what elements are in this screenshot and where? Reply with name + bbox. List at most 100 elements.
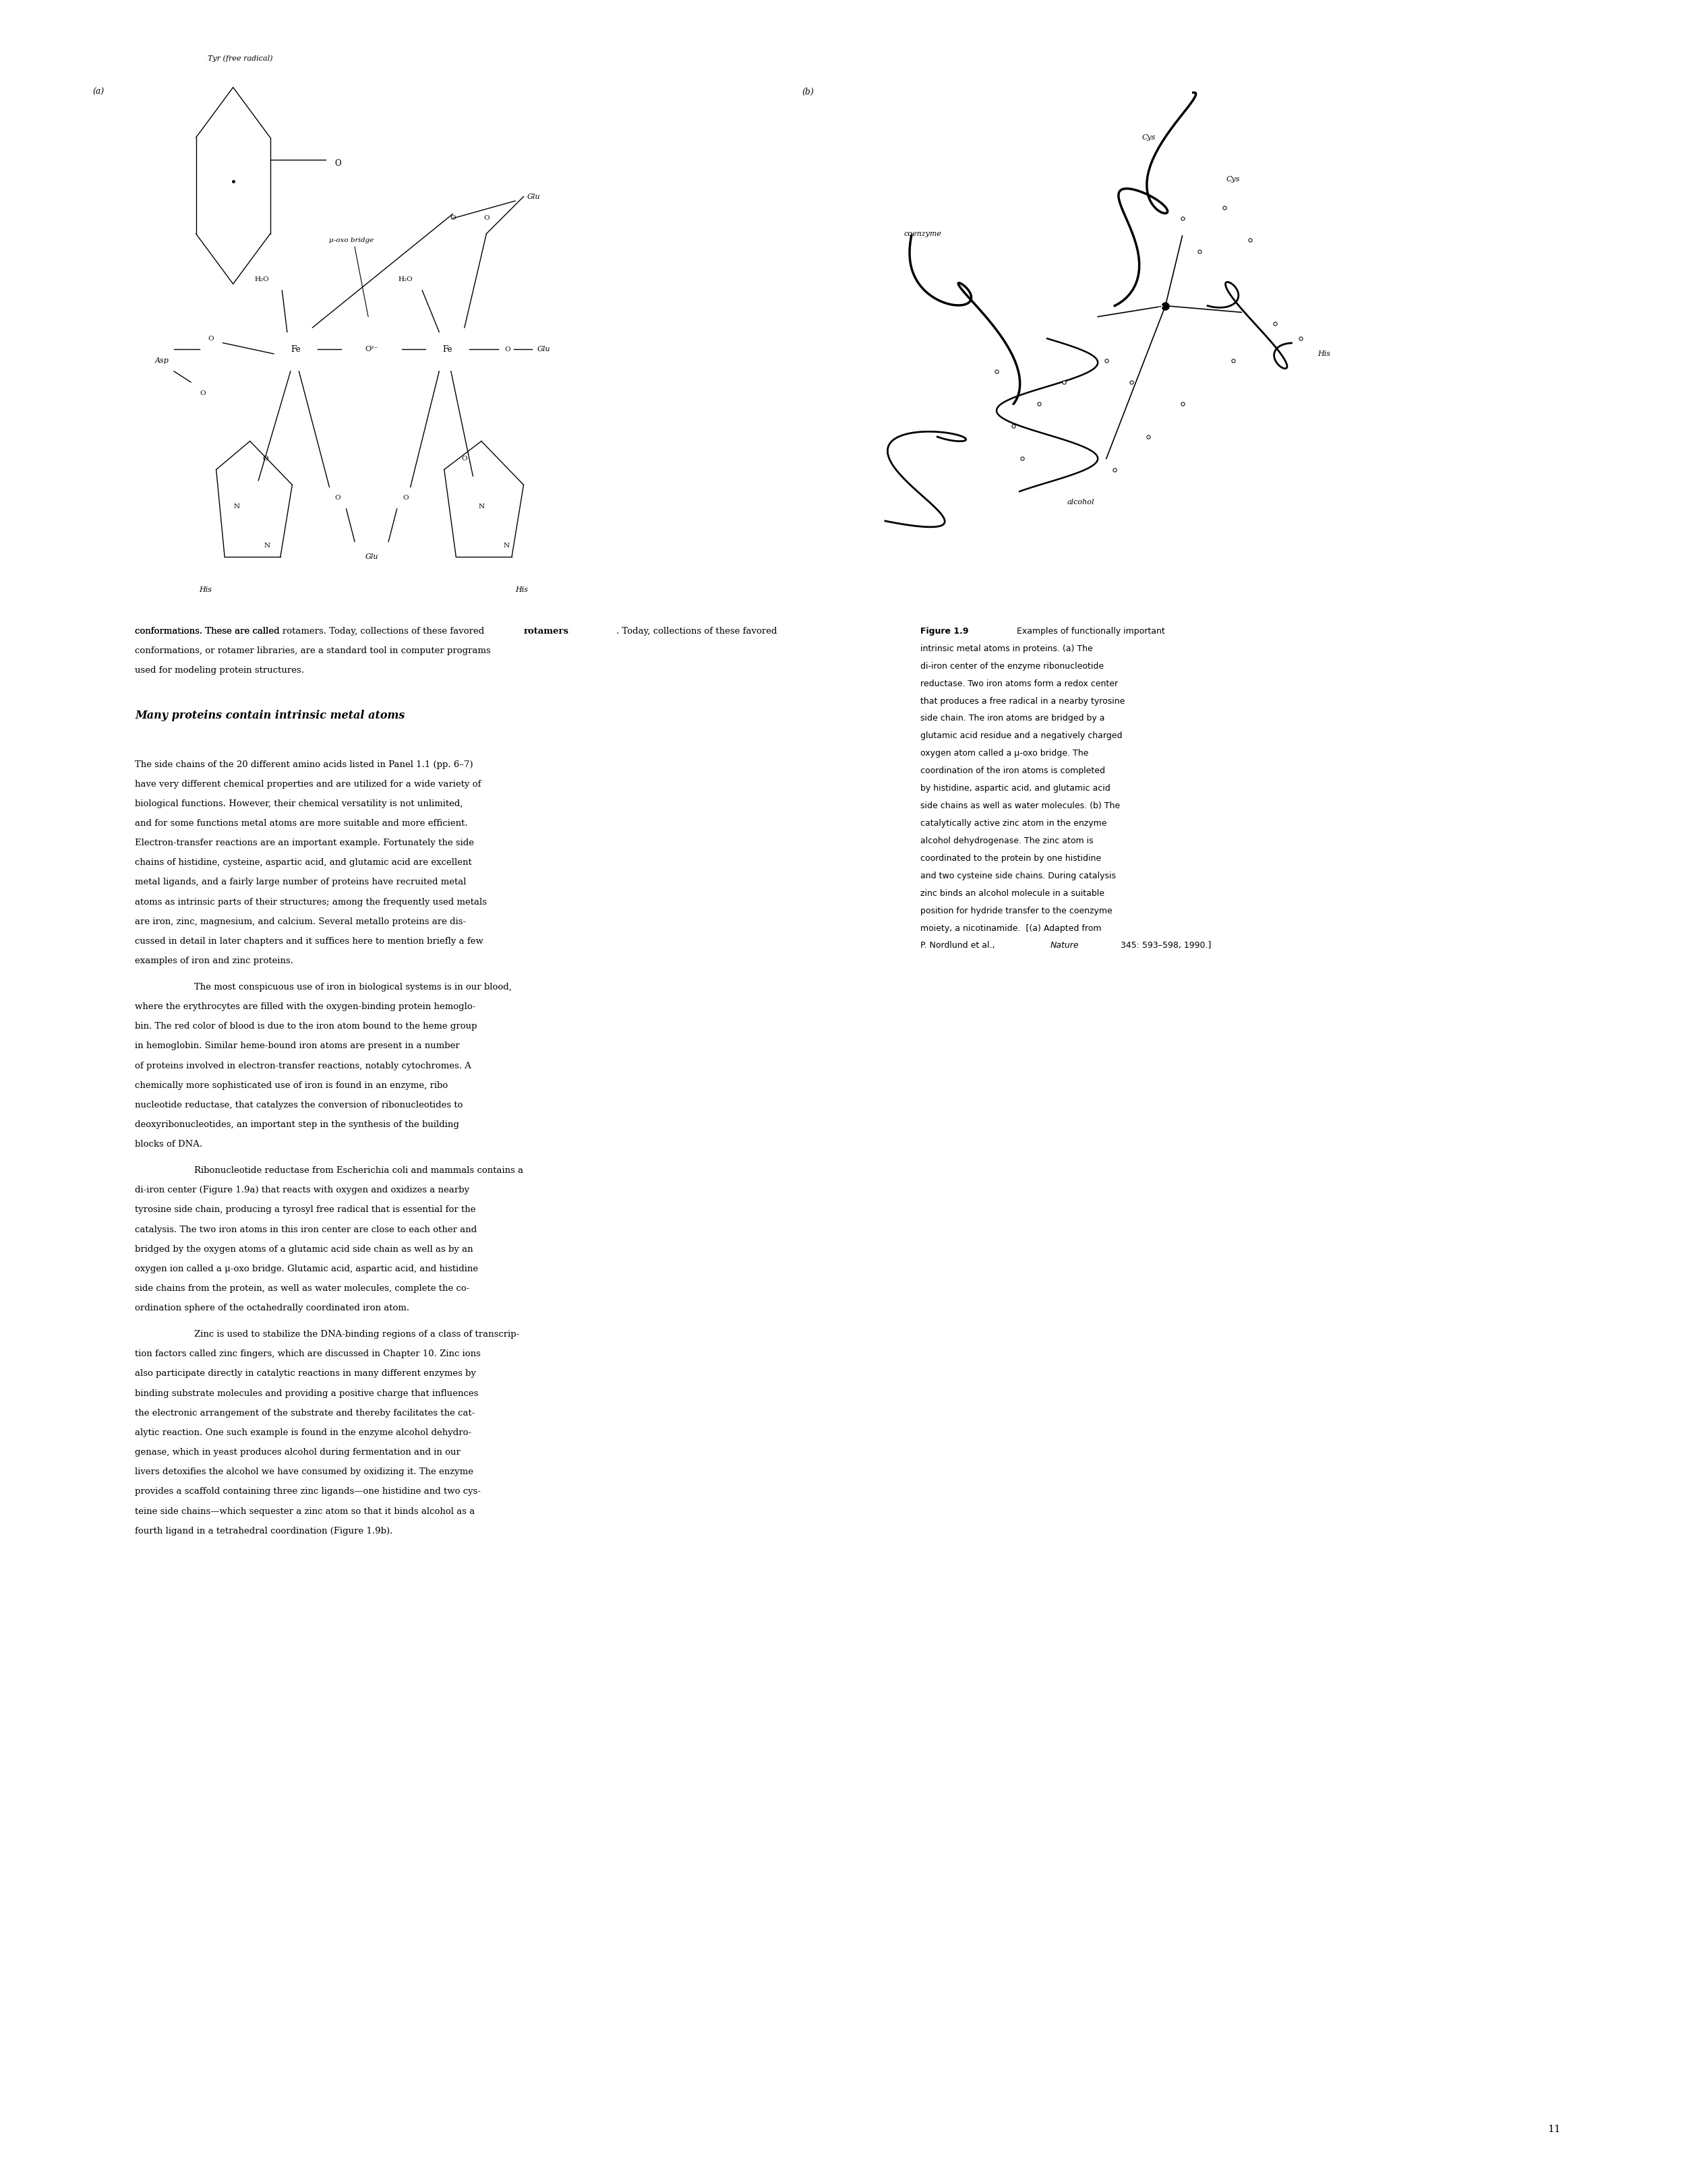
Text: Electron-transfer reactions are an important example. Fortunately the side: Electron-transfer reactions are an impor… (135, 839, 475, 847)
Text: metal ligands, and a fairly large number of proteins have recruited metal: metal ligands, and a fairly large number… (135, 878, 466, 887)
Text: glutamic acid residue and a negatively charged: glutamic acid residue and a negatively c… (921, 732, 1123, 740)
Text: μ-oxo bridge: μ-oxo bridge (329, 238, 373, 242)
Text: blocks of DNA.: blocks of DNA. (135, 1140, 203, 1149)
Text: Nature: Nature (1051, 941, 1079, 950)
Text: O: O (483, 216, 490, 221)
Text: O: O (505, 347, 510, 352)
Text: oxygen ion called a μ-oxo bridge. Glutamic acid, aspartic acid, and histidine: oxygen ion called a μ-oxo bridge. Glutam… (135, 1265, 478, 1273)
Text: conformations. These are called rotamers. Today, collections of these favored: conformations. These are called rotamers… (135, 627, 485, 636)
Text: Asp: Asp (155, 356, 169, 365)
Text: O: O (334, 496, 341, 500)
Text: alcohol dehydrogenase. The zinc atom is: alcohol dehydrogenase. The zinc atom is (921, 836, 1093, 845)
Text: teine side chains—which sequester a zinc atom so that it binds alcohol as a: teine side chains—which sequester a zinc… (135, 1507, 475, 1516)
Text: have very different chemical properties and are utilized for a wide variety of: have very different chemical properties … (135, 780, 481, 788)
Text: Fe: Fe (443, 345, 453, 354)
Text: and two cysteine side chains. During catalysis: and two cysteine side chains. During cat… (921, 871, 1116, 880)
Text: O: O (402, 496, 409, 500)
Text: coordinated to the protein by one histidine: coordinated to the protein by one histid… (921, 854, 1101, 863)
Text: O: O (461, 456, 468, 461)
Text: side chain. The iron atoms are bridged by a: side chain. The iron atoms are bridged b… (921, 714, 1105, 723)
Text: examples of iron and zinc proteins.: examples of iron and zinc proteins. (135, 957, 294, 965)
Text: N: N (503, 544, 510, 548)
Text: rotamers: rotamers (524, 627, 569, 636)
Text: position for hydride transfer to the coenzyme: position for hydride transfer to the coe… (921, 906, 1113, 915)
Text: tyrosine side chain, producing a tyrosyl free radical that is essential for the: tyrosine side chain, producing a tyrosyl… (135, 1206, 476, 1214)
Text: moiety, a nicotinamide.  [(a) Adapted from: moiety, a nicotinamide. [(a) Adapted fro… (921, 924, 1101, 933)
Text: chains of histidine, cysteine, aspartic acid, and glutamic acid are excellent: chains of histidine, cysteine, aspartic … (135, 858, 473, 867)
Text: Ribonucleotide reductase from Escherichia coli and mammals contains a: Ribonucleotide reductase from Escherichi… (194, 1166, 524, 1175)
Text: Zinc is used to stabilize the DNA-binding regions of a class of transcrip-: Zinc is used to stabilize the DNA-bindin… (194, 1330, 520, 1339)
Text: 345: 593–598, 1990.]: 345: 593–598, 1990.] (1118, 941, 1211, 950)
Text: where the erythrocytes are filled with the oxygen-binding protein hemoglo-: where the erythrocytes are filled with t… (135, 1002, 476, 1011)
Text: catalysis. The two iron atoms in this iron center are close to each other and: catalysis. The two iron atoms in this ir… (135, 1225, 476, 1234)
Text: bridged by the oxygen atoms of a glutamic acid side chain as well as by an: bridged by the oxygen atoms of a glutami… (135, 1245, 473, 1254)
Text: O: O (262, 456, 269, 461)
Text: that produces a free radical in a nearby tyrosine: that produces a free radical in a nearby… (921, 697, 1125, 705)
Text: N: N (478, 505, 485, 509)
Text: used for modeling protein structures.: used for modeling protein structures. (135, 666, 304, 675)
Text: of proteins involved in electron-transfer reactions, notably cytochromes. A: of proteins involved in electron-transfe… (135, 1061, 471, 1070)
Text: the electronic arrangement of the substrate and thereby facilitates the cat-: the electronic arrangement of the substr… (135, 1409, 475, 1417)
Text: Tyr (free radical): Tyr (free radical) (208, 55, 274, 61)
Text: tion factors called zinc fingers, which are discussed in Chapter 10. Zinc ions: tion factors called zinc fingers, which … (135, 1350, 481, 1358)
Text: O: O (208, 336, 215, 341)
Text: O: O (199, 391, 206, 395)
Text: atoms as intrinsic parts of their structures; among the frequently used metals: atoms as intrinsic parts of their struct… (135, 898, 486, 906)
Text: fourth ligand in a tetrahedral coordination (Figure 1.9b).: fourth ligand in a tetrahedral coordinat… (135, 1527, 394, 1535)
Text: Many proteins contain intrinsic metal atoms: Many proteins contain intrinsic metal at… (135, 710, 405, 721)
Text: di-iron center (Figure 1.9a) that reacts with oxygen and oxidizes a nearby: di-iron center (Figure 1.9a) that reacts… (135, 1186, 470, 1195)
Text: bin. The red color of blood is due to the iron atom bound to the heme group: bin. The red color of blood is due to th… (135, 1022, 478, 1031)
Text: P. Nordlund et al.,: P. Nordlund et al., (921, 941, 998, 950)
Text: Cys: Cys (1226, 175, 1240, 183)
Text: nucleotide reductase, that catalyzes the conversion of ribonucleotides to: nucleotide reductase, that catalyzes the… (135, 1101, 463, 1109)
Text: coordination of the iron atoms is completed: coordination of the iron atoms is comple… (921, 767, 1105, 775)
Text: oxygen atom called a μ-oxo bridge. The: oxygen atom called a μ-oxo bridge. The (921, 749, 1089, 758)
Text: and for some functions metal atoms are more suitable and more efficient.: and for some functions metal atoms are m… (135, 819, 468, 828)
Text: di-iron center of the enzyme ribonucleotide: di-iron center of the enzyme ribonucleot… (921, 662, 1105, 670)
Text: side chains from the protein, as well as water molecules, complete the co-: side chains from the protein, as well as… (135, 1284, 470, 1293)
Text: Figure 1.9: Figure 1.9 (921, 627, 971, 636)
Text: ordination sphere of the octahedrally coordinated iron atom.: ordination sphere of the octahedrally co… (135, 1304, 410, 1313)
Text: 11: 11 (1547, 2125, 1561, 2134)
Text: catalytically active zinc atom in the enzyme: catalytically active zinc atom in the en… (921, 819, 1106, 828)
Text: Glu: Glu (537, 345, 551, 354)
Text: also participate directly in catalytic reactions in many different enzymes by: also participate directly in catalytic r… (135, 1369, 476, 1378)
Text: Fe: Fe (291, 345, 301, 354)
Text: alytic reaction. One such example is found in the enzyme alcohol dehydro-: alytic reaction. One such example is fou… (135, 1428, 471, 1437)
Text: O: O (449, 216, 456, 221)
Text: biological functions. However, their chemical versatility is not unlimited,: biological functions. However, their che… (135, 799, 463, 808)
Text: cussed in detail in later chapters and it suffices here to mention briefly a few: cussed in detail in later chapters and i… (135, 937, 483, 946)
Text: Cys: Cys (1142, 133, 1155, 142)
Text: side chains as well as water molecules. (b) The: side chains as well as water molecules. … (921, 802, 1120, 810)
Text: S: S (1159, 301, 1162, 310)
Text: . Today, collections of these favored: . Today, collections of these favored (616, 627, 777, 636)
Text: Examples of functionally important: Examples of functionally important (1017, 627, 1165, 636)
Text: H₂O: H₂O (399, 277, 412, 282)
Text: alcohol: alcohol (1067, 498, 1094, 507)
Text: The side chains of the 20 different amino acids listed in Panel 1.1 (pp. 6–7): The side chains of the 20 different amin… (135, 760, 473, 769)
Text: conformations, or rotamer libraries, are a standard tool in computer programs: conformations, or rotamer libraries, are… (135, 646, 491, 655)
Text: Glu: Glu (527, 192, 540, 201)
Text: N: N (233, 505, 240, 509)
Text: chemically more sophisticated use of iron is found in an enzyme, ribo: chemically more sophisticated use of iro… (135, 1081, 448, 1090)
Text: conformations. These are called: conformations. These are called (135, 627, 282, 636)
Text: provides a scaffold containing three zinc ligands—one histidine and two cys-: provides a scaffold containing three zin… (135, 1487, 481, 1496)
Text: livers detoxifies the alcohol we have consumed by oxidizing it. The enzyme: livers detoxifies the alcohol we have co… (135, 1468, 473, 1476)
Text: (a): (a) (93, 87, 105, 96)
Text: by histidine, aspartic acid, and glutamic acid: by histidine, aspartic acid, and glutami… (921, 784, 1110, 793)
Text: O: O (334, 159, 341, 168)
Text: binding substrate molecules and providing a positive charge that influences: binding substrate molecules and providin… (135, 1389, 478, 1398)
Text: Glu: Glu (365, 553, 378, 561)
Text: genase, which in yeast produces alcohol during fermentation and in our: genase, which in yeast produces alcohol … (135, 1448, 461, 1457)
Text: deoxyribonucleotides, an important step in the synthesis of the building: deoxyribonucleotides, an important step … (135, 1120, 459, 1129)
Text: H₂O: H₂O (255, 277, 269, 282)
Text: are iron, zinc, magnesium, and calcium. Several metallo proteins are dis-: are iron, zinc, magnesium, and calcium. … (135, 917, 466, 926)
Text: intrinsic metal atoms in proteins. (a) The: intrinsic metal atoms in proteins. (a) T… (921, 644, 1093, 653)
Text: His: His (515, 585, 529, 594)
Text: His: His (199, 585, 213, 594)
Text: zinc binds an alcohol molecule in a suitable: zinc binds an alcohol molecule in a suit… (921, 889, 1105, 898)
Text: (b): (b) (802, 87, 814, 96)
Text: O²⁻: O²⁻ (365, 345, 378, 354)
Text: coenzyme: coenzyme (904, 229, 941, 238)
Text: The most conspicuous use of iron in biological systems is in our blood,: The most conspicuous use of iron in biol… (194, 983, 512, 992)
